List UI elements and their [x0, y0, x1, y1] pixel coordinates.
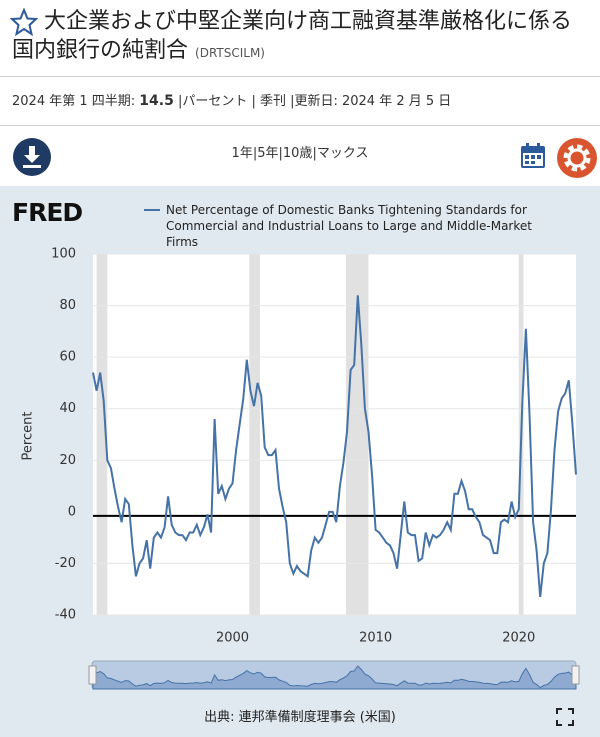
latest-value: 14.5 [139, 93, 174, 109]
series-id: (DRTSCILM) [195, 46, 265, 60]
period: 2024 年第 1 四半期: [12, 94, 140, 109]
y-tick-label: 100 [51, 247, 76, 262]
recession-band [96, 254, 108, 615]
fred-logo: FRED [12, 198, 83, 227]
y-tick-label: 40 [59, 401, 76, 416]
title: 大企業および中堅企業向け商工融資基準厳格化に係る国内銀行の純割合 (DRTSCI… [12, 7, 592, 68]
download-icon[interactable] [12, 137, 52, 177]
y-tick-label: 0 [68, 504, 76, 519]
range-button[interactable]: マックス [316, 146, 369, 161]
range-button[interactable]: 1年 [231, 146, 253, 161]
calendar-icon[interactable] [520, 142, 546, 170]
y-axis-label: Percent [21, 412, 36, 461]
navigator-handle[interactable] [88, 665, 97, 685]
range-button[interactable]: 5年 [257, 146, 279, 161]
separator: | [278, 146, 283, 161]
title-text: 大企業および中堅企業向け商工融資基準厳格化に係る国内銀行の純割合 [12, 9, 573, 63]
x-tick-label: 2010 [359, 631, 392, 646]
y-tick-label: -20 [55, 556, 76, 571]
settings-icon[interactable] [556, 137, 598, 179]
range-button[interactable]: 10歳 [282, 146, 313, 161]
legend-text: Net Percentage of Domestic Banks Tighten… [166, 203, 532, 249]
divider [0, 125, 600, 126]
star-icon[interactable] [10, 8, 38, 36]
y-tick-label: -40 [55, 608, 76, 623]
y-tick-label: 60 [59, 350, 76, 365]
recession-band [249, 254, 261, 615]
details: |パーセント | 季刊 |更新日: 2024 年 2 月 5 日 [173, 94, 452, 109]
recession-band [345, 254, 369, 615]
plot-area [93, 254, 576, 615]
range-buttons: 1年|5年|10歳|マックス [160, 142, 440, 161]
y-tick-label: 20 [59, 453, 76, 468]
x-tick-label: 2020 [502, 631, 535, 646]
navigator-handle[interactable] [571, 665, 580, 685]
x-tick-label: 2000 [216, 631, 249, 646]
divider [0, 76, 600, 77]
series-line [92, 295, 577, 598]
source: 出典: 連邦準備制度理事会 (米国) [204, 710, 396, 725]
chart: Percent 100 80 60 40 20 0 -20 -40 2000 2010 2020 [21, 209, 580, 690]
navigator-line [92, 665, 577, 690]
y-tick-label: 80 [59, 298, 76, 313]
info-line: 2024 年第 1 四半期: 14.5 |パーセント | 季刊 |更新日: 20… [12, 90, 451, 109]
separator: | [252, 146, 258, 161]
fullscreen-icon[interactable] [556, 708, 574, 726]
separator: | [312, 146, 317, 161]
